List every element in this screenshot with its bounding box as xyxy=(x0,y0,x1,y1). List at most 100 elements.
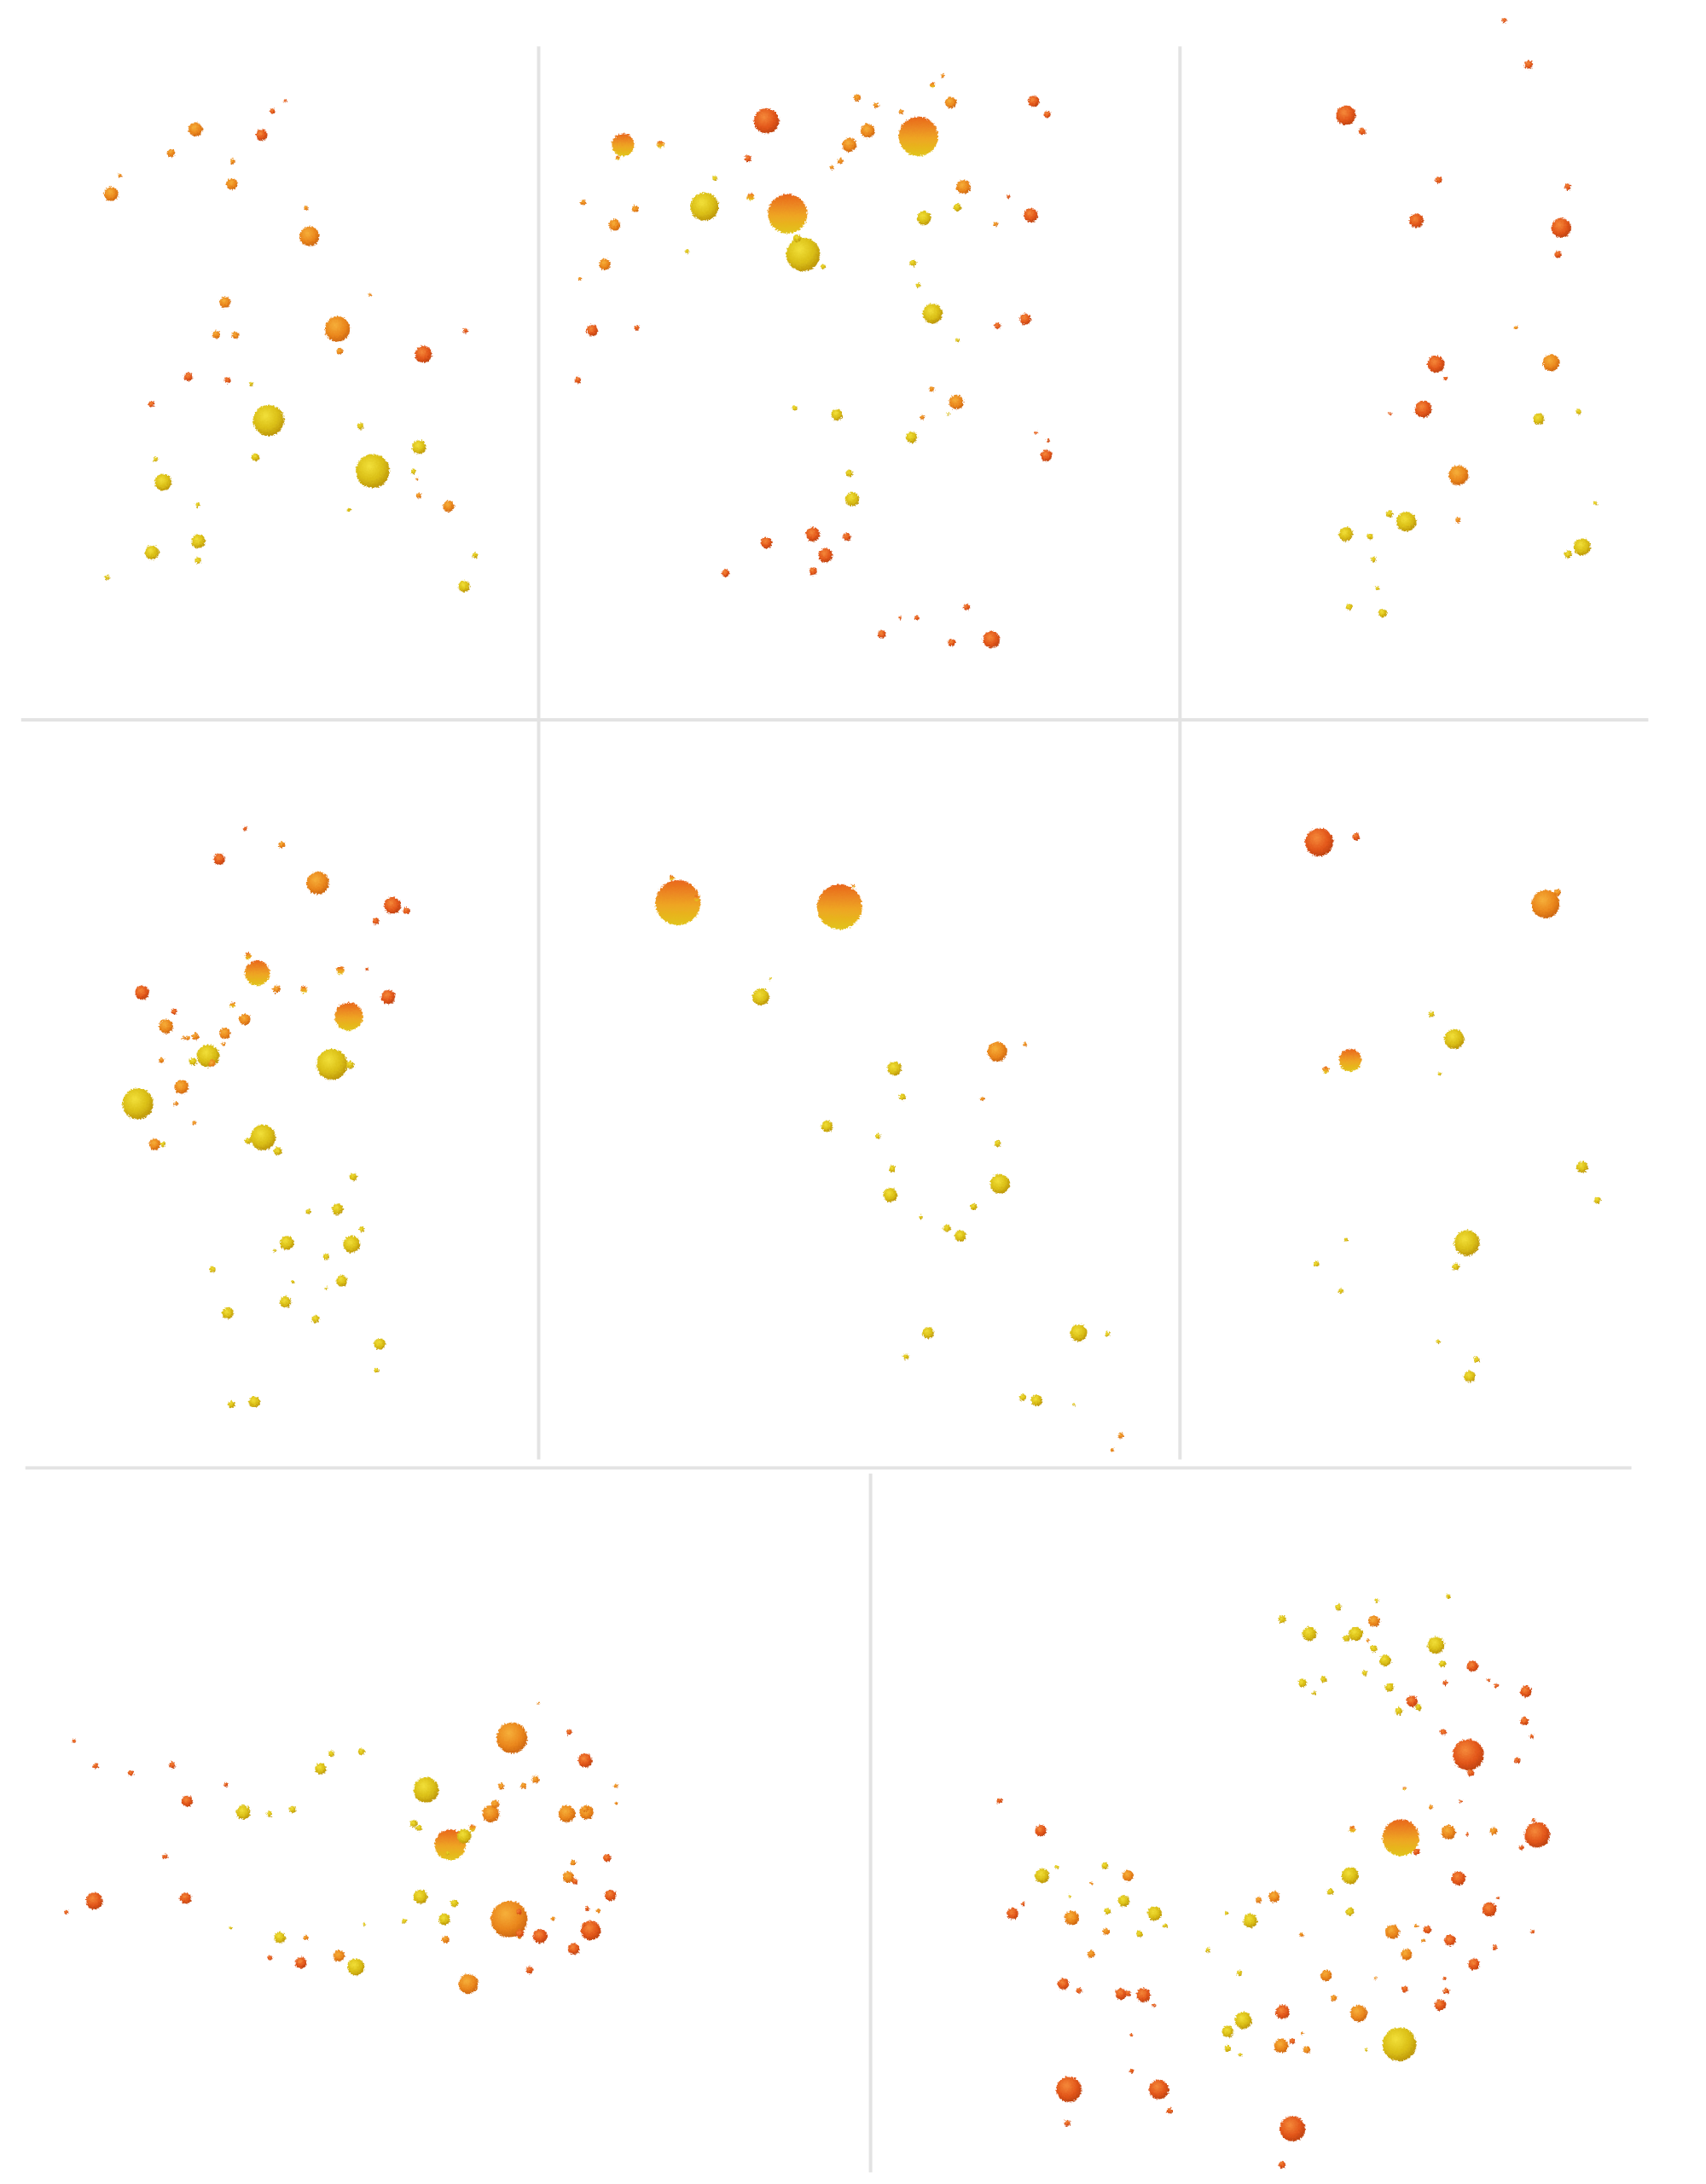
splatter-dot xyxy=(222,1307,234,1319)
splatter-dot xyxy=(1320,1969,1332,1982)
splatter-dot xyxy=(1375,586,1380,591)
splatter-dot xyxy=(1064,2119,1071,2127)
splatter-dot xyxy=(1326,1888,1334,1896)
splatter-dot xyxy=(1338,527,1354,542)
splatter-dot xyxy=(169,1761,176,1769)
splatter-dot xyxy=(154,473,172,491)
splatter-dot xyxy=(792,234,801,242)
splatter-dot xyxy=(1072,1403,1076,1406)
splatter-dot xyxy=(1068,1895,1071,1898)
splatter-dot xyxy=(1554,889,1562,896)
splatter-dot xyxy=(634,325,640,331)
splatter-dot xyxy=(1554,251,1562,258)
splatter-dot xyxy=(270,108,276,114)
splatter-dot xyxy=(1442,1988,1449,1995)
splatter-dot xyxy=(1110,1448,1114,1452)
splatter-dot xyxy=(159,1057,165,1063)
splatter-dot xyxy=(1414,400,1432,418)
splatter-dot xyxy=(180,1892,192,1904)
splatter-dot xyxy=(173,1101,178,1106)
splatter-dot xyxy=(118,173,122,177)
splatter-dot xyxy=(690,192,719,221)
splatter-dot xyxy=(1056,2077,1082,2102)
splatter-dot xyxy=(283,99,287,103)
splatter-dot xyxy=(917,211,931,225)
splatter-dot xyxy=(1166,2107,1173,2114)
splatter-dot xyxy=(1088,1950,1095,1958)
splatter-dot xyxy=(1358,127,1367,136)
splatter-dot xyxy=(1341,1867,1359,1885)
splatter-dot xyxy=(291,1280,295,1283)
splatter-dot xyxy=(1443,376,1448,381)
splatter-dot xyxy=(208,1059,216,1067)
splatter-dot xyxy=(1303,2046,1311,2054)
splatter-dot xyxy=(1401,1949,1413,1961)
splatter-dot xyxy=(1531,889,1560,918)
splatter-dot xyxy=(334,1002,363,1031)
splatter-dot xyxy=(657,141,664,148)
splatter-dot xyxy=(746,193,755,200)
splatter-dot xyxy=(343,1236,361,1254)
splatter-dot xyxy=(963,604,971,611)
splatter-dot xyxy=(1379,1654,1391,1666)
splatter-dot xyxy=(92,1763,99,1770)
splatter-dot xyxy=(1514,326,1518,330)
splatter-dot xyxy=(831,408,843,420)
splatter-dot xyxy=(1373,1977,1378,1980)
splatter-dot xyxy=(1388,412,1392,416)
splatter-dot xyxy=(1338,1289,1343,1294)
splatter-dot xyxy=(1385,1683,1394,1692)
splatter-dot xyxy=(1035,1868,1050,1883)
splatter-dot xyxy=(603,1854,612,1862)
splatter-dot xyxy=(1446,1594,1451,1599)
splatter-dot xyxy=(403,907,410,915)
splatter-dot xyxy=(1043,111,1051,119)
splatter-dot xyxy=(251,453,260,461)
splatter-dot xyxy=(1593,1196,1601,1204)
splatter-dot xyxy=(1402,1787,1406,1791)
splatter-dot xyxy=(551,1916,556,1921)
splatter-dot xyxy=(837,158,844,165)
splatter-dot xyxy=(861,124,875,138)
splatter-dot xyxy=(1464,1370,1476,1382)
splatter-dot xyxy=(1035,431,1038,435)
splatter-dot xyxy=(1492,1944,1498,1950)
splatter-dot xyxy=(1278,1615,1286,1624)
splatter-dot xyxy=(1489,1827,1498,1835)
splatter-dot xyxy=(1501,18,1507,23)
splatter-dot xyxy=(1385,1925,1400,1939)
splatter-dot xyxy=(1395,1706,1403,1715)
splatter-dot xyxy=(303,1935,309,1940)
splatter-dot xyxy=(372,918,380,924)
splatter-dot xyxy=(358,1226,365,1232)
splatter-dot xyxy=(1524,60,1534,69)
splatter-dot xyxy=(1243,1913,1258,1928)
splatter-dot xyxy=(280,1296,292,1308)
splatter-dot xyxy=(1221,2025,1233,2038)
splatter-dot xyxy=(1278,2160,1286,2169)
splatter-dot xyxy=(410,469,416,474)
splatter-dot xyxy=(1428,1011,1435,1017)
splatter-dot xyxy=(956,180,971,194)
splatter-dot xyxy=(1453,1739,1484,1770)
splatter-dot xyxy=(744,154,752,163)
splatter-dot xyxy=(1564,550,1573,559)
splatter-dot xyxy=(1551,217,1571,238)
splatter-dot xyxy=(252,404,285,437)
splatter-dot xyxy=(1467,1770,1475,1777)
splatter-dot xyxy=(496,1722,528,1753)
splatter-dot xyxy=(244,953,252,960)
splatter-dot xyxy=(104,575,110,581)
splatter-dot xyxy=(1361,1670,1367,1676)
splatter-dot xyxy=(333,1949,345,1962)
splatter-dot xyxy=(909,259,917,267)
splatter-dot xyxy=(85,1892,103,1909)
splatter-dot xyxy=(1444,1028,1465,1049)
splatter-dot xyxy=(490,1799,500,1809)
splatter-dot xyxy=(752,988,769,1005)
splatter-dot xyxy=(922,1327,934,1339)
splatter-dot xyxy=(347,1958,365,1976)
splatter-dot xyxy=(987,1041,1007,1062)
splatter-dot xyxy=(809,567,817,576)
splatter-dot xyxy=(761,536,773,549)
